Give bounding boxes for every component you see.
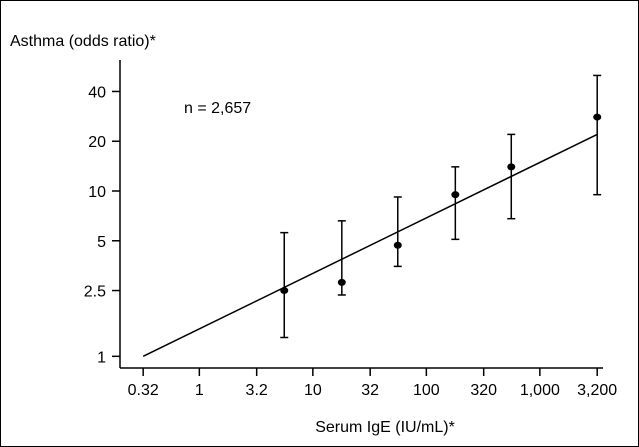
y-tick-label: 20 — [88, 134, 106, 151]
x-tick-label: 1 — [195, 382, 204, 399]
sample-size-annotation: n = 2,657 — [184, 100, 251, 117]
y-ticks: 1 2.5 5 10 20 40 — [84, 84, 120, 366]
y-tick-label: 1 — [97, 349, 106, 366]
x-tick-label: 100 — [413, 382, 440, 399]
fit-line — [142, 133, 598, 358]
x-axis-label: Serum IgE (IU/mL)* — [315, 419, 455, 436]
y-tick-label: 5 — [97, 234, 106, 251]
y-tick-label: 2.5 — [84, 284, 106, 301]
x-tick-label: 1,000 — [520, 382, 560, 399]
y-tick-label: 10 — [88, 184, 106, 201]
x-ticks: 0.32 1 3.2 10 32 100 320 1,000 3,200 — [128, 368, 617, 399]
y-axis-label: Asthma (odds ratio)* — [10, 33, 156, 50]
x-tick-label: 320 — [470, 382, 497, 399]
point-marker — [393, 241, 402, 249]
x-tick-label: 3.2 — [246, 382, 268, 399]
data-point — [593, 74, 602, 196]
data-point — [393, 196, 402, 268]
point-marker — [280, 287, 289, 295]
point-marker — [451, 191, 460, 199]
x-tick-label: 3,200 — [577, 382, 617, 399]
point-marker — [593, 113, 602, 121]
x-tick-label: 32 — [361, 382, 379, 399]
point-marker — [507, 163, 516, 171]
data-point — [337, 220, 346, 296]
point-marker — [337, 278, 346, 286]
x-tick-label: 0.32 — [128, 382, 159, 399]
data-point — [451, 166, 460, 241]
y-tick-label: 40 — [88, 84, 106, 101]
data-point — [507, 133, 516, 220]
data-point — [280, 231, 289, 339]
fit-line-group — [142, 133, 598, 358]
data-points — [280, 74, 602, 339]
x-tick-label: 10 — [304, 382, 322, 399]
